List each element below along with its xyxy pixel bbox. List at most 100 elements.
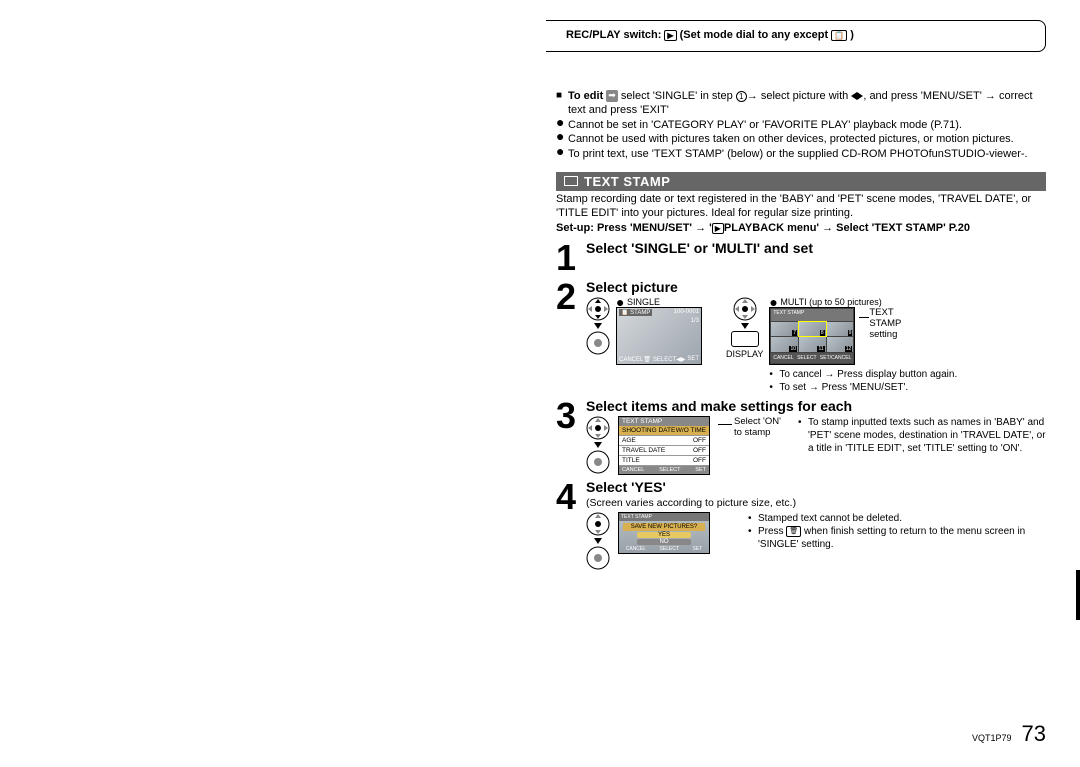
grid-num: 10: [789, 346, 797, 352]
header-line: REC/PLAY switch: ▶ (Set mode dial to any…: [566, 29, 1035, 41]
multi-screen-thumb: TEXT STAMP 7 8 9 10 11 12 CANCELSELECTSE…: [769, 307, 855, 365]
ys-no: NO: [637, 539, 691, 545]
s4-n1: Stamped text cannot be deleted.: [758, 512, 902, 525]
step3-note-text: To stamp inputted texts such as names in…: [808, 416, 1046, 455]
ss-r4r: OFF: [693, 457, 706, 464]
step-1-circle-icon: 1: [736, 91, 747, 102]
ys-select: SELECT: [660, 546, 679, 552]
grid-num: 7: [792, 330, 797, 336]
ss-r1: SHOOTING DATE: [622, 427, 675, 434]
display-button-icon: [731, 331, 759, 347]
ss-r1r: W/O TIME: [676, 427, 706, 434]
edit-t1: select 'SINGLE' in step: [621, 90, 736, 102]
text-stamp-callout: TEXT STAMP setting: [869, 307, 915, 341]
step-1: 1 Select 'SINGLE' or 'MULTI' and set: [556, 240, 1046, 274]
step-4-sub: (Screen varies according to picture size…: [586, 497, 1046, 510]
play-icon: ▶: [664, 30, 676, 41]
cancel-note: To cancel → Press display button again.: [779, 368, 957, 381]
section-description: Stamp recording date or text registered …: [556, 193, 1046, 221]
setup-2: PLAYBACK menu' → Select 'TEXT STAMP' P.2…: [724, 222, 970, 234]
ys-question: SAVE NEW PICTURES?: [623, 523, 705, 531]
thumb-ftr: CANCEL🗑SELECT◀▶SET: [619, 356, 699, 363]
page-side-marker: [1076, 570, 1080, 620]
dpad-step4: [586, 512, 610, 570]
edit-label: To edit: [568, 90, 603, 102]
intro-block: ■ To edit ➡ select 'SINGLE' in step 1→ s…: [556, 90, 1046, 162]
dpad-multi: DISPLAY: [726, 297, 763, 359]
steps-list: 1 Select 'SINGLE' or 'MULTI' and set 2 S…: [556, 240, 1046, 570]
header-text-2: (Set mode dial to any except: [680, 29, 829, 41]
display-label: DISPLAY: [726, 349, 763, 359]
dpad-icon: [586, 416, 610, 440]
step-num-4: 4: [556, 479, 586, 570]
thumb-hdr: 📋 STAMP: [619, 309, 652, 316]
step-2: 2 Select picture: [556, 279, 1046, 394]
ss-select: SELECT: [659, 467, 680, 473]
callout-line: [859, 317, 869, 318]
dpad-icon: [586, 546, 610, 570]
step-num-1: 1: [556, 240, 586, 274]
arrow-down-icon: [594, 323, 602, 329]
header-text-1: REC/PLAY switch:: [566, 29, 661, 41]
step-4-title: Select 'YES': [586, 479, 1046, 495]
clipboard-icon: 📋: [831, 30, 847, 41]
ys-set: SET: [693, 546, 703, 552]
grid-num: 9: [848, 330, 853, 336]
bullet-icon: ●: [556, 148, 568, 162]
step-3: 3 Select items and make settings for eac…: [556, 398, 1046, 475]
edit-instruction: To edit ➡ select 'SINGLE' in step 1→ sel…: [568, 90, 1046, 118]
thumb-frac: 1/3: [691, 318, 699, 324]
step-3-title: Select items and make settings for each: [586, 398, 1046, 414]
section-title-bar: TEXT STAMP: [556, 172, 1046, 191]
grid-num: 11: [817, 346, 824, 352]
step2-notes: •To cancel → Press display button again.…: [769, 368, 957, 394]
ss-hdr-l: TEXT STAMP: [622, 418, 662, 425]
s4-n2: Press 🗑 when finish setting to return to…: [758, 525, 1046, 551]
step3-callout: Select 'ON' to stamp: [734, 416, 790, 439]
stamp-icon: [564, 176, 578, 186]
ys-yes: YES: [637, 532, 691, 538]
step4-notes: •Stamped text cannot be deleted. •Press …: [748, 512, 1046, 551]
ss-r2r: OFF: [693, 437, 706, 444]
ss-r3r: OFF: [693, 447, 706, 454]
header-box: REC/PLAY switch: ▶ (Set mode dial to any…: [546, 20, 1046, 52]
doc-id: VQT1P79: [972, 733, 1012, 743]
dpad-icon: [586, 512, 610, 536]
settings-screen: TEXT STAMP SHOOTING DATEW/O TIME AGEOFF …: [618, 416, 710, 475]
set-note: To set → Press 'MENU/SET'.: [779, 381, 908, 394]
intro-b2: Cannot be used with pictures taken on ot…: [568, 133, 1046, 147]
dpad-icon: [586, 450, 610, 474]
dpad-icon: [586, 331, 610, 355]
single-label: ● SINGLE: [616, 297, 702, 307]
ys-hdr: TEXT STAMP: [619, 513, 709, 521]
setup-line: Set-up: Press 'MENU/SET' → '▶PLAYBACK me…: [556, 222, 1046, 234]
step-1-title: Select 'SINGLE' or 'MULTI' and set: [586, 240, 1046, 256]
step3-note: •To stamp inputted texts such as names i…: [798, 416, 1046, 455]
arrow-down-icon: [594, 442, 602, 448]
single-screen-thumb: 📋 STAMP 100-0001 1/3 CANCEL🗑SELECT◀▶SET: [616, 307, 702, 365]
dpad-step3: [586, 416, 610, 474]
dpad-single: [586, 297, 610, 355]
page-footer: VQT1P79 73: [972, 721, 1046, 747]
ss-r4: TITLE: [622, 457, 640, 464]
page-number: 73: [1022, 721, 1046, 747]
section-title: TEXT STAMP: [584, 174, 670, 189]
grid-header: TEXT STAMP: [771, 309, 853, 321]
dpad-icon: [586, 297, 610, 321]
grid-footer: CANCELSELECTSET/CANCEL: [771, 353, 853, 363]
play-icon: ▶: [712, 223, 724, 234]
multi-label: ● MULTI (up to 50 pictures): [769, 297, 957, 307]
ss-r3: TRAVEL DATE: [622, 447, 665, 454]
header-text-3: ): [850, 29, 854, 41]
ys-cancel: CANCEL: [626, 546, 646, 552]
step-4: 4 Select 'YES' (Screen varies according …: [556, 479, 1046, 570]
trash-icon: 🗑: [786, 526, 801, 537]
ss-r2: AGE: [622, 437, 636, 444]
manual-page: REC/PLAY switch: ▶ (Set mode dial to any…: [556, 20, 1046, 747]
grid-num: 12: [845, 346, 853, 352]
edit-t2: → select picture with: [747, 90, 852, 102]
ss-cancel: CANCEL: [622, 467, 644, 473]
thumb-num: 100-0001: [674, 309, 699, 315]
step-2-title: Select picture: [586, 279, 1046, 295]
dpad-icon: [733, 297, 757, 321]
